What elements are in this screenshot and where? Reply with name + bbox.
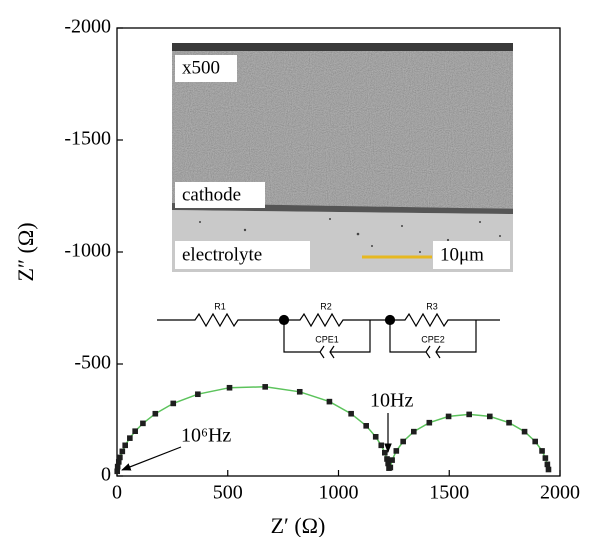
x-tick-label: 500 xyxy=(213,482,243,504)
annotation-arrow xyxy=(122,447,181,470)
annotation: 10⁶Hz xyxy=(181,425,231,447)
x-axis-label: Z′ (Ω) xyxy=(271,513,326,537)
data-point xyxy=(227,385,233,391)
data-point xyxy=(140,421,146,427)
circuit-label: R2 xyxy=(320,301,332,311)
data-point xyxy=(487,414,493,420)
data-point xyxy=(411,429,417,435)
data-point xyxy=(539,448,545,454)
y-tick-label: -1000 xyxy=(64,240,111,262)
data-point xyxy=(532,439,538,445)
data-point xyxy=(446,414,452,420)
node xyxy=(386,316,395,325)
top-band xyxy=(172,43,513,51)
chart: x500 cathode electrolyte 10μm R1 R2 R3 C… xyxy=(0,0,596,537)
circuit-label: R1 xyxy=(214,301,226,311)
data-point xyxy=(546,467,552,473)
data-point xyxy=(466,412,472,418)
data-point xyxy=(327,399,333,405)
data-point xyxy=(388,465,394,471)
inset-label: x500 xyxy=(182,57,220,78)
circuit-label: CPE1 xyxy=(315,334,339,344)
y-tick-label: -2000 xyxy=(64,16,111,38)
node xyxy=(280,316,289,325)
data-point xyxy=(120,449,126,455)
x-tick-label: 2000 xyxy=(540,482,580,504)
circuit-label: R3 xyxy=(426,301,438,311)
data-point xyxy=(195,391,201,397)
inset-label: electrolyte xyxy=(182,244,262,265)
data-point xyxy=(373,434,379,440)
data-point xyxy=(545,462,551,468)
data-point xyxy=(117,455,123,461)
data-point xyxy=(400,439,406,445)
data-point xyxy=(382,450,388,456)
x-tick-label: 0 xyxy=(112,482,122,504)
inset-label: 10μm xyxy=(440,244,484,265)
data-point xyxy=(394,448,400,454)
data-point xyxy=(127,435,133,441)
data-point xyxy=(297,389,303,395)
data-point xyxy=(153,411,159,417)
data-point xyxy=(363,423,369,429)
y-tick-label: 0 xyxy=(101,464,111,486)
y-axis-label: Z″ (Ω) xyxy=(13,222,38,281)
data-point xyxy=(170,401,176,407)
data-point xyxy=(122,443,128,449)
data-point xyxy=(506,420,512,426)
circuit-label: CPE2 xyxy=(421,334,445,344)
data-point xyxy=(543,455,549,461)
x-tick-label: 1500 xyxy=(429,482,469,504)
data-point xyxy=(348,411,354,417)
annotation: 10Hz xyxy=(370,390,413,412)
data-point xyxy=(132,428,138,434)
data-point xyxy=(427,420,433,426)
inset-label: cathode xyxy=(182,184,241,205)
data-point xyxy=(262,384,268,390)
inset: x500 cathode electrolyte 10μm xyxy=(172,43,513,272)
wire xyxy=(157,314,500,326)
y-tick-label: -1500 xyxy=(64,128,111,150)
data-point xyxy=(389,457,395,463)
data-point xyxy=(378,443,384,449)
data-point xyxy=(522,429,528,435)
y-tick-label: -500 xyxy=(74,352,111,374)
x-tick-label: 1000 xyxy=(319,482,359,504)
